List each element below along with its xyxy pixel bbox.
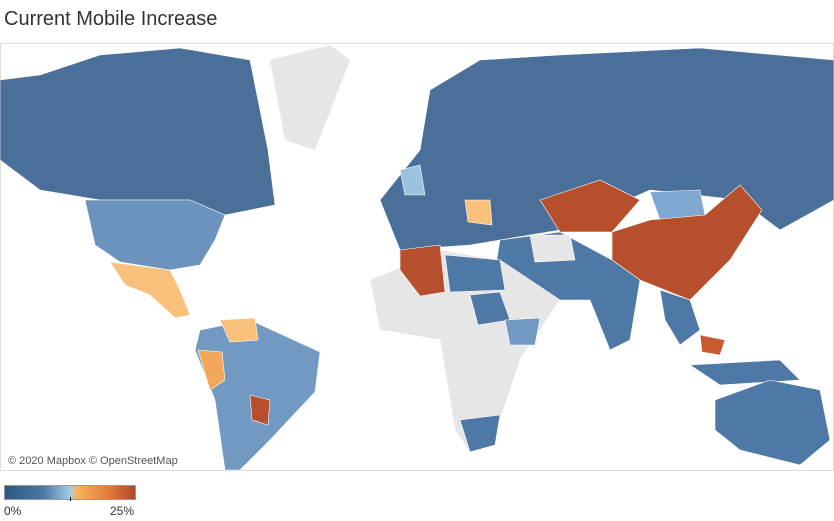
land bbox=[270, 45, 350, 150]
country bbox=[504, 317, 541, 346]
country bbox=[399, 244, 446, 297]
country bbox=[0, 47, 276, 216]
attribution: © 2020 Mapbox © OpenStreetMap bbox=[8, 455, 178, 467]
country bbox=[699, 334, 726, 356]
country bbox=[194, 319, 321, 471]
land bbox=[529, 234, 576, 263]
country bbox=[689, 359, 801, 386]
country bbox=[459, 414, 501, 453]
country bbox=[219, 317, 259, 343]
country bbox=[197, 349, 226, 391]
country bbox=[539, 179, 641, 233]
country bbox=[464, 199, 493, 226]
title: Current Mobile Increase bbox=[4, 8, 218, 30]
country bbox=[714, 379, 831, 466]
country bbox=[659, 289, 701, 346]
legend-min-label: 0% bbox=[4, 504, 22, 518]
country bbox=[399, 164, 426, 196]
legend-max-label: 25% bbox=[110, 504, 135, 518]
land bbox=[369, 249, 561, 453]
country bbox=[84, 199, 226, 271]
country bbox=[249, 394, 271, 426]
country bbox=[109, 261, 191, 319]
map bbox=[0, 43, 834, 471]
legend-tick bbox=[70, 497, 71, 501]
country bbox=[444, 254, 506, 293]
